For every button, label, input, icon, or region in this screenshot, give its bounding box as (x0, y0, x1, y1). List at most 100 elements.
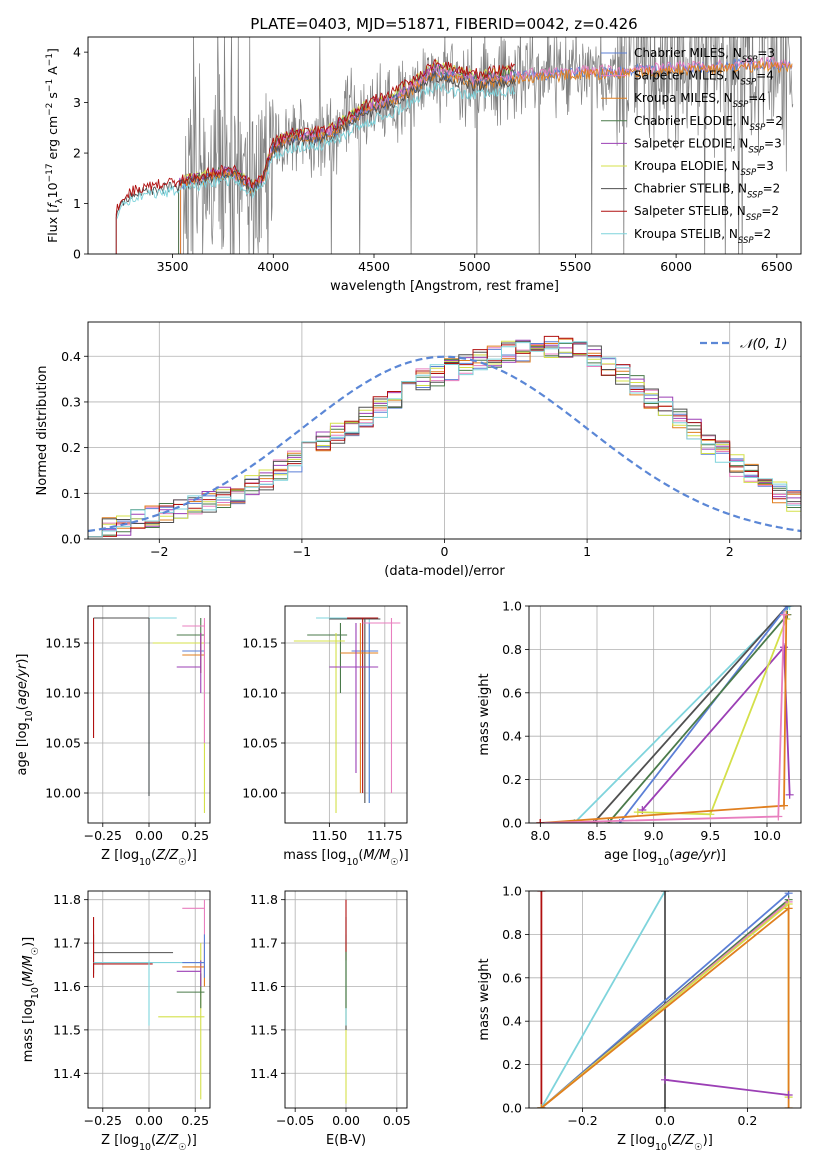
legend-label-sub: SSP (747, 191, 763, 201)
label-part: Z/Z (155, 848, 179, 863)
model-spectrum-kroupa_stelib (115, 82, 516, 254)
y-tick-label: 0.4 (502, 1014, 522, 1029)
y-tick-label: 11.7 (53, 936, 81, 951)
legend-label-main: Chabrier MILES, N (634, 46, 742, 60)
plot-area-mass_vs_Z (92, 899, 206, 1100)
x-tick-label: 6500 (761, 259, 793, 274)
model-spectrum-chabrier_stelib (115, 70, 516, 254)
axes-spectrum: 3500 4000 4500 5000 5500 6000 6500 0 1 2 3 4 wavelen… (45, 36, 802, 294)
histogram-salpeter_elodie (88, 339, 801, 538)
point-marker-kroupa_miles (537, 1104, 546, 1108)
label-part: )] (187, 848, 197, 863)
label-part: ( (15, 705, 30, 710)
massweight-line-kroupa_stelib (540, 891, 666, 1108)
plot-area-massweight_vs_age (536, 606, 794, 823)
label-part: −17 (45, 163, 55, 182)
y-tick-label: 0.0 (502, 1101, 522, 1116)
legend-label-tail: =3 (756, 159, 774, 173)
legend-label: Kroupa ELODIE, NSSP=3 (634, 159, 774, 178)
legend-label-tail: =2 (765, 114, 783, 128)
y-tick-label: 11.7 (250, 936, 278, 951)
point-marker-chabrier_stelib (661, 1104, 669, 1108)
massweight-line-chabrier_elodie (607, 614, 789, 823)
massweight-line-chabrier_miles (618, 606, 789, 823)
y-tick-label: 11.5 (250, 1022, 278, 1037)
axes-massweight_vs_age: 8.0 8.5 9.0 9.5 10.0 0.0 0.2 0.4 0.6 0.8 1.0 age [l… (477, 599, 802, 868)
x-tick-label: 0.2 (737, 1113, 757, 1128)
label-part: ( (151, 1133, 156, 1148)
axes-age_vs_mass: 11.50 11.75 10.00 10.05 10.10 10.15 mass [log1… (242, 605, 409, 868)
legend-label-main: Chabrier ELODIE, N (634, 114, 750, 128)
axis-label: mass [log10(M/M☉)] (283, 848, 409, 868)
legend-label-tail: =4 (748, 91, 766, 105)
legend-label-main: Salpeter STELIB, N (634, 204, 746, 218)
point-marker-kroupa_miles (784, 904, 793, 913)
spectrum-legend: Chabrier MILES, N SSP =3 Salpeter MILES, NS… (601, 46, 783, 246)
legend-label-tail: =2 (754, 227, 772, 241)
y-tick-label: 0.4 (61, 349, 81, 364)
plots-group: 3500 4000 4500 5000 5500 6000 6500 0 1 2 3 4 wavelen… (15, 36, 802, 1153)
x-tick-label: 0.00 (135, 828, 163, 843)
point-marker-kroupa_miles (784, 1104, 793, 1108)
legend-label-main: Salpeter ELODIE, N (634, 136, 748, 150)
label-part: Z [log (617, 1133, 655, 1148)
plot-area-spectrum (115, 37, 794, 254)
point-marker-chabrier_stelib (661, 891, 669, 895)
plot-area-age_vs_mass (293, 617, 401, 813)
label-part: ( (151, 848, 156, 863)
legend-label-tail: =4 (756, 69, 774, 83)
axis-label: mass [log10(M/M☉)] (21, 937, 41, 1063)
point-marker-salpeter_stelib (536, 819, 545, 823)
x-tick-label: 4500 (358, 259, 390, 274)
label-part: 10 (346, 857, 358, 868)
label-part: 10 (45, 182, 60, 198)
axis-label: Flux [fλ10−17 erg cm−2 s−1 A−1] (45, 48, 65, 243)
y-tick-label: 11.8 (250, 892, 278, 907)
legend-label-main: Chabrier STELIB, N (634, 182, 747, 196)
legend-label: Salpeter ELODIE, NSSP=3 (634, 136, 782, 155)
label-part: 10 (657, 857, 669, 868)
y-tick-label: 0 (73, 247, 81, 262)
y-tick-label: 0.8 (502, 927, 522, 942)
legend-label-normal: 𝒩(0, 1) (740, 337, 787, 352)
axes-frame (87, 36, 802, 255)
label-part: ☉ (178, 1142, 186, 1153)
point-marker-salpeter_miles (780, 610, 788, 619)
x-tick-label: 11.50 (311, 828, 347, 843)
point-marker-kroupa_miles (780, 801, 788, 810)
point-marker-salpeter_stelib (537, 891, 546, 895)
y-tick-label: 0.0 (61, 532, 81, 547)
label-part: ☉ (390, 857, 398, 868)
label-part: ( (358, 848, 363, 863)
point-marker-salpeter_elodie (661, 1075, 669, 1084)
legend-label: Salpeter MILES, NSSP=4 (634, 69, 774, 88)
axes-frame (284, 890, 408, 1109)
label-part: −2 (45, 103, 55, 116)
y-tick-label: 10.05 (45, 736, 81, 751)
point-marker-salpeter_elodie (784, 1090, 793, 1099)
point-marker-chabrier_stelib (589, 819, 598, 823)
legend-label-sub: SSP (748, 145, 764, 155)
x-tick-label: 9.5 (700, 828, 720, 843)
point-marker-salpeter_miles (774, 812, 783, 821)
y-tick-label: 0.1 (61, 486, 81, 501)
label-part: )] (716, 848, 726, 863)
model-spectrum-salpeter_stelib (115, 58, 516, 254)
point-marker-kroupa_elodie (633, 808, 642, 817)
legend-label-main: Kroupa ELODIE, N (634, 159, 741, 173)
legend-label-sub: SSP (733, 100, 749, 110)
histogram-kroupa_miles (88, 338, 801, 538)
y-tick-label: 11.6 (250, 979, 278, 994)
axis-label: Z [log10(Z/Z☉)] (101, 1133, 197, 1153)
y-tick-label: 10.05 (242, 736, 278, 751)
y-tick-label: 11.5 (53, 1022, 81, 1037)
label-part: age/yr (674, 848, 717, 863)
label-part: )] (399, 848, 409, 863)
legend-label: Salpeter STELIB, NSSP=2 (634, 204, 779, 223)
label-part: Z [log (101, 848, 139, 863)
legend-label: Chabrier ELODIE, NSSP=2 (634, 114, 783, 133)
label-part: ( (21, 982, 36, 987)
axes-mass_vs_ebv: −0.05 0.00 0.05 11.4 11.5 11.6 11.7 11.8 E(B-V) (250, 890, 411, 1148)
